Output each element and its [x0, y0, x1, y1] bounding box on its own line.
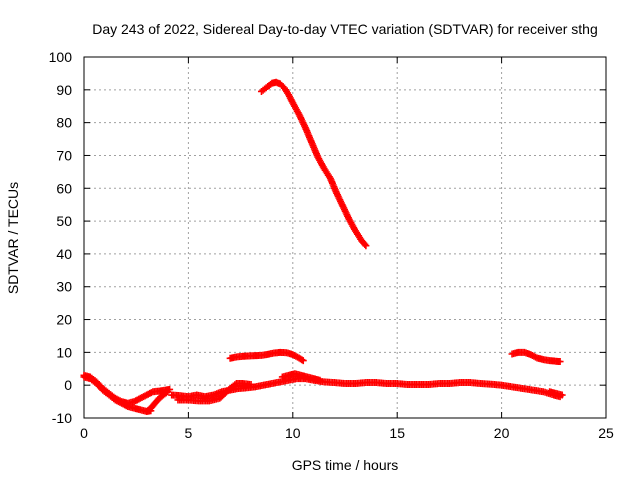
grid	[84, 57, 606, 418]
data-point	[556, 358, 564, 366]
series-arc-high	[257, 78, 370, 250]
y-tick-label: 70	[56, 147, 72, 163]
y-tick-label: 60	[56, 180, 72, 196]
y-tick-label: 10	[56, 344, 72, 360]
x-tick-label: 20	[494, 425, 510, 441]
y-tick-label: 30	[56, 279, 72, 295]
y-tick-label: 90	[56, 82, 72, 98]
data-point	[316, 376, 324, 384]
data-point	[164, 388, 172, 396]
series-arc-low-g	[546, 388, 566, 399]
y-axis-label: SDTVAR / TECUs	[5, 182, 21, 294]
x-axis-label: GPS time / hours	[292, 457, 399, 473]
chart-title: Day 243 of 2022, Sidereal Day-to-day VTE…	[92, 21, 598, 37]
series-arc-mid	[226, 348, 307, 365]
x-tick-label: 15	[389, 425, 405, 441]
data-point	[247, 381, 255, 389]
y-tick-label: 40	[56, 246, 72, 262]
x-tick-label: 10	[285, 425, 301, 441]
data-marks	[80, 78, 566, 415]
x-tick-label: 0	[80, 425, 88, 441]
data-point	[162, 389, 170, 397]
y-tick-label: 50	[56, 213, 72, 229]
series-arc-low-f	[278, 370, 324, 384]
series-arc-low-c	[143, 388, 172, 415]
axis-ticks: 0 5 10 15 20 25 -10 0 10 20 30 40 50 60 70 80 90 100	[49, 49, 614, 441]
y-tick-label: 20	[56, 312, 72, 328]
data-point	[558, 391, 566, 399]
y-tick-label: 80	[56, 115, 72, 131]
series-arc-low-e	[174, 380, 255, 405]
series-arc-late	[508, 348, 564, 366]
y-tick-label: 100	[49, 49, 73, 65]
data-point	[361, 240, 369, 248]
data-point	[298, 356, 306, 364]
data-point	[362, 242, 370, 250]
x-tick-label: 5	[185, 425, 193, 441]
y-tick-label: -10	[52, 410, 72, 426]
x-tick-label: 25	[598, 425, 614, 441]
series-arc-low-d	[168, 375, 564, 401]
y-tick-label: 0	[64, 377, 72, 393]
data-point	[299, 357, 307, 365]
plot-frame	[83, 56, 607, 419]
